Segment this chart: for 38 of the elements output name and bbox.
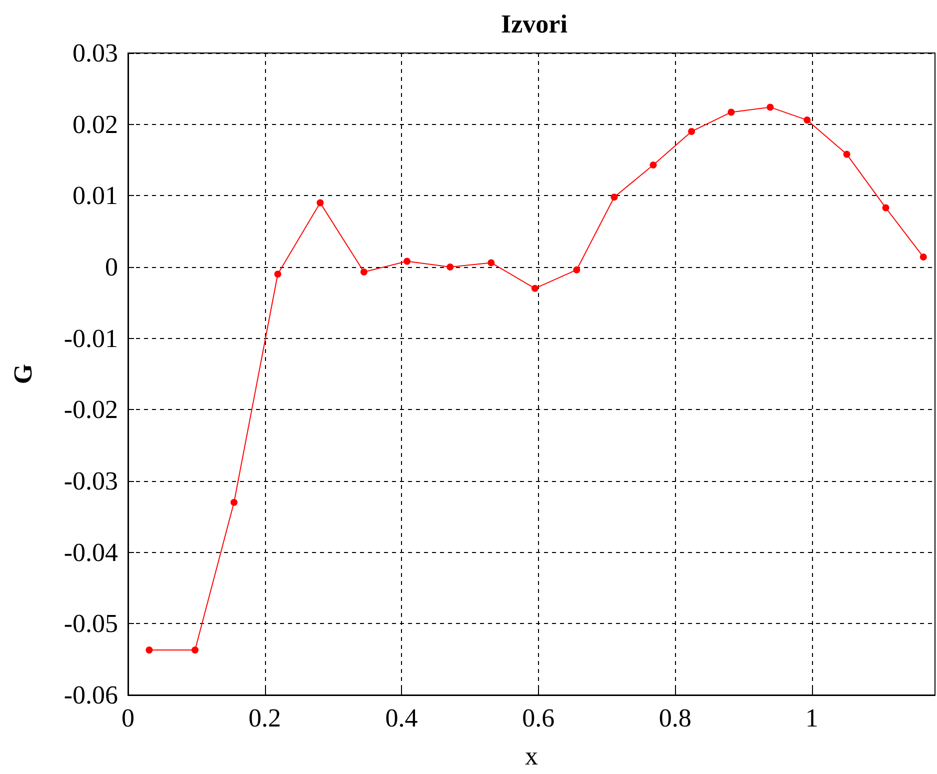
- y-tick-label: -0.03: [64, 466, 118, 496]
- x-axis-title: x: [525, 742, 538, 770]
- point: [650, 161, 657, 168]
- x-tick-label: 0.4: [385, 704, 418, 732]
- point: [316, 199, 324, 206]
- y-tick-label: -0.04: [64, 538, 118, 567]
- point: [766, 104, 774, 111]
- x-tick-label: 0.8: [658, 704, 692, 732]
- point: [274, 270, 282, 278]
- point: [688, 128, 696, 135]
- y-tick-label: -0.02: [64, 395, 118, 424]
- y-axis-title: G: [8, 364, 38, 384]
- x-tick-label: 1: [805, 704, 818, 732]
- x-tick-label: 0.2: [248, 704, 282, 732]
- point: [920, 254, 927, 261]
- point: [446, 264, 454, 270]
- point: [843, 150, 850, 158]
- y-tick-label: 0.03: [72, 38, 118, 68]
- point: [728, 108, 735, 116]
- point: [531, 284, 538, 292]
- point: [488, 259, 495, 266]
- y-tick-label: 0.01: [72, 181, 118, 210]
- y-tick-label: -0.06: [64, 680, 118, 710]
- y-tick-label: 0.02: [72, 110, 118, 139]
- point: [146, 646, 153, 654]
- point: [804, 116, 811, 124]
- y-tick-label: -0.05: [64, 609, 118, 638]
- point: [360, 268, 368, 276]
- chart-title: Izvori: [501, 10, 568, 38]
- point: [192, 646, 199, 654]
- y-tick-label: -0.01: [64, 324, 118, 353]
- y-tick-label: 0: [105, 252, 118, 282]
- point: [404, 258, 411, 265]
- point: [230, 498, 238, 506]
- point: [610, 194, 618, 201]
- point: [882, 204, 890, 212]
- point: [573, 266, 580, 274]
- x-tick-label: 0.6: [522, 704, 555, 732]
